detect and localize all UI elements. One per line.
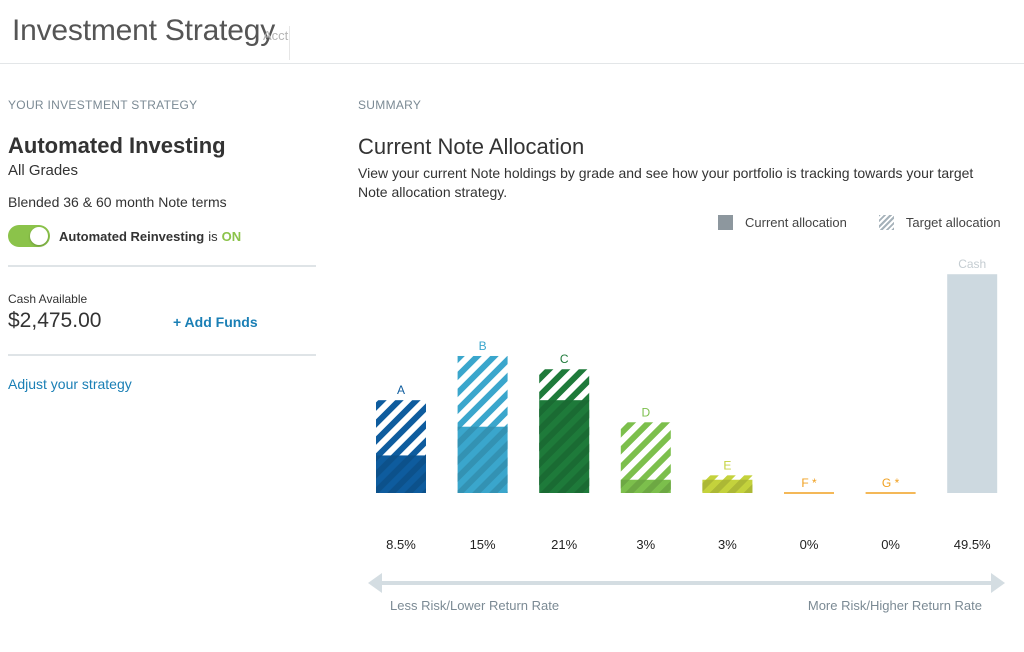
arrow-right-icon (991, 573, 1005, 593)
bar-value-label: 3% (636, 537, 655, 552)
reinvest-is-text: is (208, 228, 218, 244)
legend-current-swatch (718, 215, 733, 230)
chart-title: Current Note Allocation (358, 134, 585, 159)
reinvest-row: Automated Reinvesting is ON (8, 225, 241, 247)
bar-value-label: 0% (881, 537, 900, 552)
cash-label: Cash Available (8, 292, 88, 306)
divider (8, 354, 316, 356)
reinvest-toggle[interactable] (8, 225, 50, 247)
bar-group-c[interactable] (539, 369, 590, 493)
strategy-name: Automated Investing (8, 133, 226, 158)
bar-category-label: F * (801, 476, 817, 490)
cash-value: $2,475.00 (8, 309, 102, 332)
bar-category-label: C (560, 352, 569, 366)
reinvest-state: ON (221, 228, 242, 244)
strategy-grades: All Grades (8, 162, 79, 179)
bar-value-label: 15% (470, 537, 496, 552)
page-header: Investment Strategy Acct (0, 0, 1024, 64)
bar-value-label: 49.5% (954, 537, 991, 552)
bar-group-d[interactable] (620, 422, 671, 493)
chart-legend: Current allocation Target allocation (718, 215, 1001, 230)
summary-panel: SUMMARY Current Note Allocation View you… (358, 64, 1024, 652)
legend-target-label: Target allocation (905, 215, 1001, 230)
bar-value-label: 21% (551, 537, 577, 552)
header-divider (289, 26, 290, 60)
bar-value-label: 0% (800, 537, 819, 552)
cash-bar (947, 274, 998, 493)
current-bar (457, 426, 508, 493)
strategy-terms: Blended 36 & 60 month Note terms (8, 194, 227, 210)
bar-category-label: D (641, 405, 650, 419)
current-bar (539, 400, 590, 493)
bar-category-label: Cash (958, 257, 986, 271)
adjust-strategy-link[interactable]: Adjust your strategy (8, 376, 132, 392)
bar-category-label: A (397, 383, 405, 397)
bar-group-a[interactable] (376, 400, 426, 493)
toggle-knob (30, 227, 48, 245)
page-title: Investment Strategy (12, 14, 275, 47)
divider (8, 265, 316, 267)
legend-target-swatch (878, 215, 894, 230)
bar-category-label: B (479, 339, 487, 353)
bar-value-label: 3% (718, 537, 737, 552)
current-bar (620, 479, 671, 493)
reinvest-label: Automated Reinvesting (59, 228, 205, 244)
bar-category-label: E (723, 458, 731, 472)
allocation-chart: A 8.5% B 15% C 21% D 3% E 3% F * 0% G * 0% Cash 49.5% L… (368, 257, 1005, 613)
current-bar (702, 479, 753, 493)
bar-value-label: 8.5% (386, 537, 416, 552)
axis-left-label: Less Risk/Lower Return Rate (390, 598, 559, 613)
chart-description: View your current Note holdings by grade… (358, 165, 974, 200)
legend-current-label: Current allocation (745, 215, 847, 230)
summary-section-label: SUMMARY (358, 98, 422, 112)
strategy-section-label: YOUR INVESTMENT STRATEGY (8, 98, 198, 112)
current-bar (376, 455, 426, 493)
axis-right-label: More Risk/Higher Return Rate (808, 598, 982, 613)
bar-group-b[interactable] (457, 355, 508, 493)
bar-category-label: G * (882, 476, 900, 490)
risk-axis: Less Risk/Lower Return Rate More Risk/Hi… (368, 573, 1005, 613)
page-subtitle[interactable]: Acct (263, 28, 289, 43)
bar-group-e[interactable] (702, 475, 753, 493)
bar-group-cash[interactable] (947, 274, 998, 493)
arrow-left-icon (368, 573, 382, 593)
add-funds-link[interactable]: + Add Funds (173, 314, 258, 330)
